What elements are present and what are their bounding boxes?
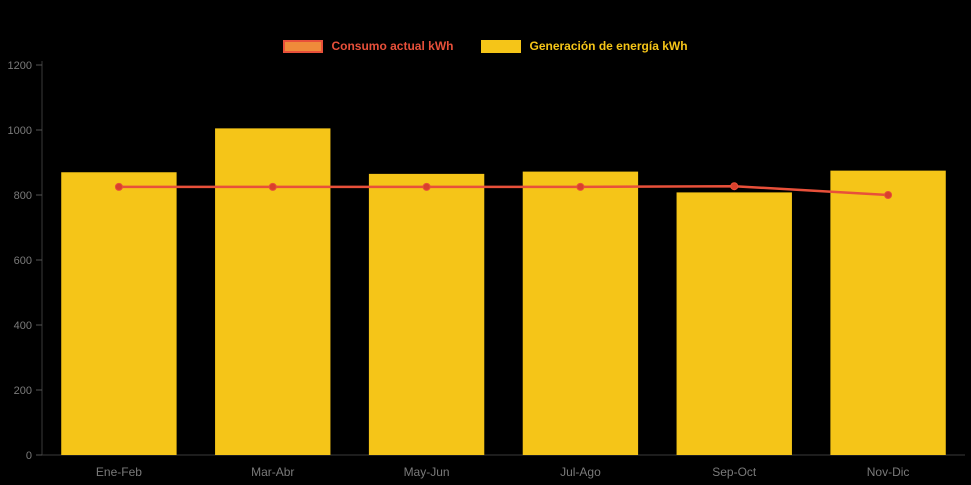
legend-label-generacion: Generación de energía kWh [529, 39, 688, 53]
y-tick-label: 1200 [8, 60, 32, 72]
x-tick-label: May-Jun [404, 465, 450, 479]
bar [215, 128, 331, 455]
x-tick-label: Nov-Dic [867, 465, 910, 479]
x-tick-label: Mar-Abr [251, 465, 294, 479]
line-point [884, 191, 893, 199]
consumption-line [118, 184, 889, 197]
bar [368, 173, 485, 455]
y-tick-label: 1000 [8, 125, 32, 137]
bar [830, 170, 946, 455]
bar [61, 172, 177, 455]
x-tick-label: Ene-Feb [96, 465, 142, 479]
line-point [730, 182, 739, 191]
legend-item-generacion[interactable]: Generación de energía kWh [481, 39, 688, 53]
y-tick-label: 600 [14, 255, 32, 267]
line-point [114, 182, 123, 191]
bar [676, 192, 792, 455]
legend-label-consumo: Consumo actual kWh [331, 39, 454, 53]
x-tick-label: Sep-Oct [712, 465, 757, 479]
x-tick-label: Jul-Ago [560, 465, 601, 479]
y-tick-label: 400 [14, 320, 32, 332]
generacion-swatch [481, 40, 522, 53]
consumo-swatch [283, 40, 324, 53]
line-point [422, 182, 431, 191]
line-point [576, 182, 585, 191]
line-point [268, 182, 277, 191]
y-tick-label: 0 [26, 450, 32, 462]
y-tick-label: 800 [14, 190, 32, 202]
y-tick-label: 200 [14, 385, 32, 397]
bar [522, 171, 639, 455]
legend-item-consumo[interactable]: Consumo actual kWh [283, 40, 453, 53]
chart-legend: Consumo actual kWh Generación de energía… [0, 40, 971, 53]
